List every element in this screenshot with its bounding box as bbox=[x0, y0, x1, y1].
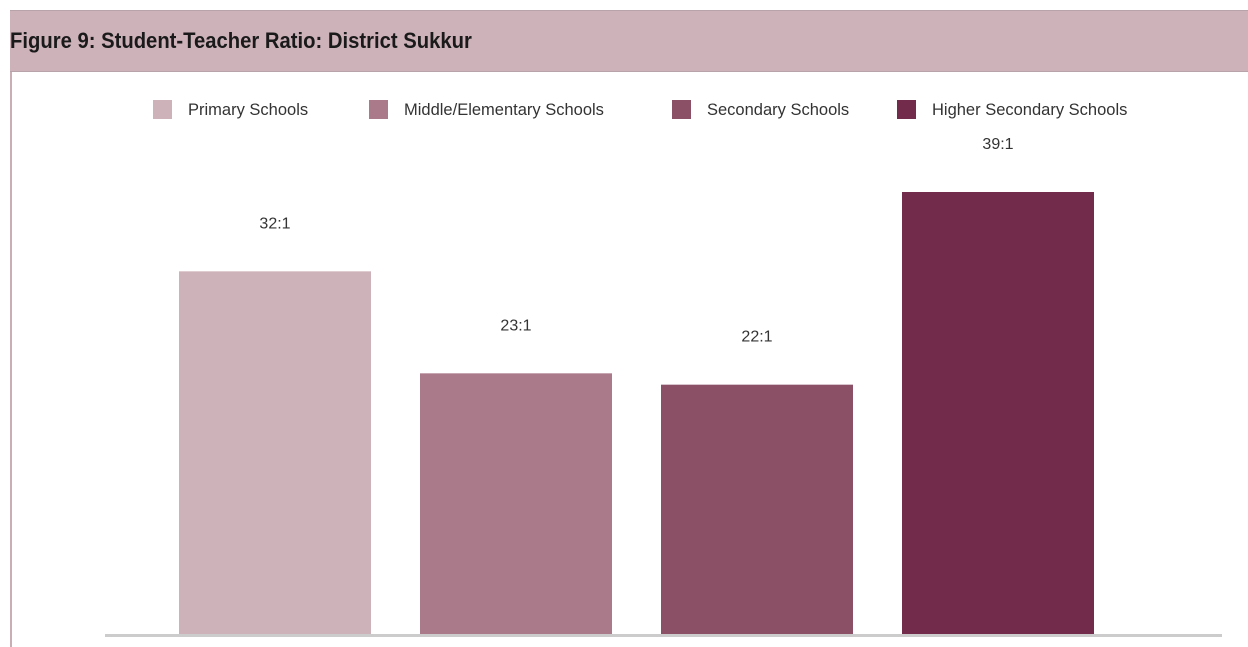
data-label-primary: 32:1 bbox=[259, 215, 290, 232]
figure-header bbox=[10, 10, 1248, 72]
data-label-secondary: 22:1 bbox=[741, 329, 772, 346]
legend-swatch-higher-secondary bbox=[897, 100, 916, 119]
bar-higher-secondary bbox=[902, 192, 1094, 634]
data-label-higher-secondary: 39:1 bbox=[982, 136, 1013, 153]
bar-secondary bbox=[661, 384, 853, 634]
data-label-middle: 23:1 bbox=[500, 317, 531, 334]
legend-swatch-secondary bbox=[672, 100, 691, 119]
legend-swatch-middle bbox=[369, 100, 388, 119]
left-border-rule bbox=[10, 72, 12, 647]
figure-title: Figure 9: Student-Teacher Ratio: Distric… bbox=[10, 28, 472, 53]
legend-swatch-primary bbox=[153, 100, 172, 119]
legend-label-middle: Middle/Elementary Schools bbox=[404, 101, 604, 119]
chart-legend: Primary Schools Middle/Elementary School… bbox=[0, 0, 1248, 140]
legend-label-secondary: Secondary Schools bbox=[707, 101, 850, 119]
legend-label-higher-secondary: Higher Secondary Schools bbox=[932, 101, 1128, 119]
bar-primary bbox=[179, 271, 371, 634]
legend-label-primary: Primary Schools bbox=[188, 101, 309, 119]
bar-middle bbox=[420, 373, 612, 634]
